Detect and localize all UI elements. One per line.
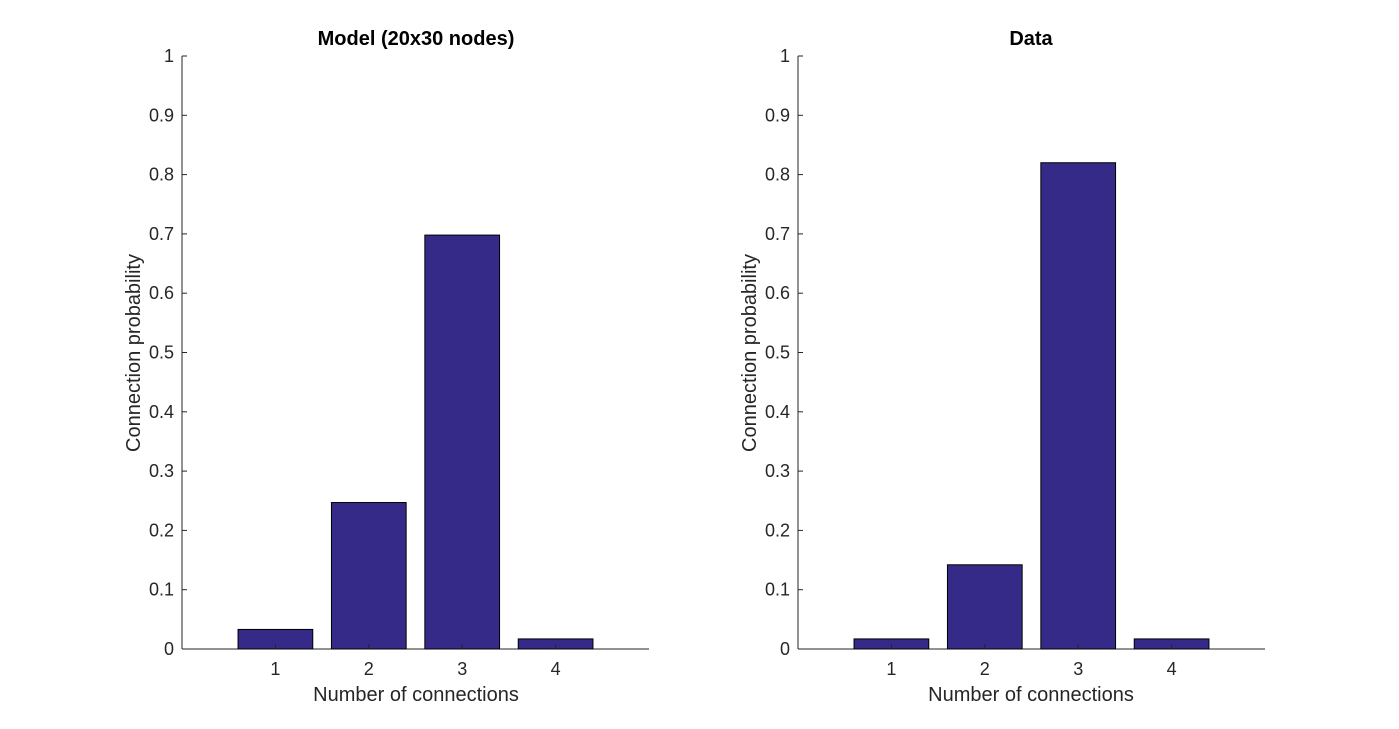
- y-tick-label: 0.3: [149, 461, 174, 481]
- x-tick-label: 3: [457, 659, 467, 679]
- y-tick-label: 0.5: [149, 343, 174, 363]
- bar-2: [330, 502, 407, 650]
- y-tick-label: 0.4: [765, 402, 790, 422]
- y-tick-label: 0.1: [149, 580, 174, 600]
- plot-area: 0 0.1 0.2 0.3 0.4 0.5 0.6 0.7 0.8 0.9 1 1 2 3 4: [149, 46, 649, 679]
- x-tick-label: 4: [1167, 659, 1177, 679]
- chart-panel-data: Data Number of connections Connection pr…: [739, 28, 1265, 706]
- bar-3: [424, 234, 501, 650]
- y-tick-label: 0.9: [765, 105, 790, 125]
- x-tick-label: 1: [886, 659, 896, 679]
- y-axis-label: Connection probability: [739, 254, 761, 452]
- y-tick-label: 0.7: [149, 224, 174, 244]
- x-tick-label: 2: [980, 659, 990, 679]
- y-tick-label: 1: [164, 46, 174, 66]
- chart-title: Model (20x30 nodes): [318, 28, 515, 50]
- chart-title: Data: [1009, 28, 1053, 50]
- y-axis-label: Connection probability: [123, 254, 145, 452]
- x-tick-label: 4: [551, 659, 561, 679]
- x-tick-label: 2: [364, 659, 374, 679]
- plot-area: 0 0.1 0.2 0.3 0.4 0.5 0.6 0.7 0.8 0.9 1 1 2 3 4: [765, 46, 1265, 679]
- bar-2: [946, 564, 1023, 650]
- y-tick-label: 0.3: [765, 461, 790, 481]
- y-tick-label: 0.2: [149, 520, 174, 540]
- y-tick-label: 0.5: [765, 343, 790, 363]
- y-tick-label: 1: [780, 46, 790, 66]
- y-tick-label: 0.1: [765, 580, 790, 600]
- x-tick-label: 1: [270, 659, 280, 679]
- bar-3: [1040, 162, 1117, 650]
- y-tick-label: 0: [780, 639, 790, 659]
- y-tick-label: 0.4: [149, 402, 174, 422]
- y-tick-label: 0: [164, 639, 174, 659]
- chart-panel-model: Model (20x30 nodes) Number of connection…: [123, 28, 649, 706]
- y-tick-label: 0.9: [149, 105, 174, 125]
- y-tick-label: 0.2: [765, 520, 790, 540]
- y-tick-label: 0.6: [765, 283, 790, 303]
- y-tick-label: 0.7: [765, 224, 790, 244]
- y-tick-label: 0.8: [149, 165, 174, 185]
- x-axis-label: Number of connections: [313, 684, 519, 706]
- x-axis-label: Number of connections: [928, 684, 1134, 706]
- y-tick-label: 0.8: [765, 165, 790, 185]
- y-tick-label: 0.6: [149, 283, 174, 303]
- x-tick-label: 3: [1073, 659, 1083, 679]
